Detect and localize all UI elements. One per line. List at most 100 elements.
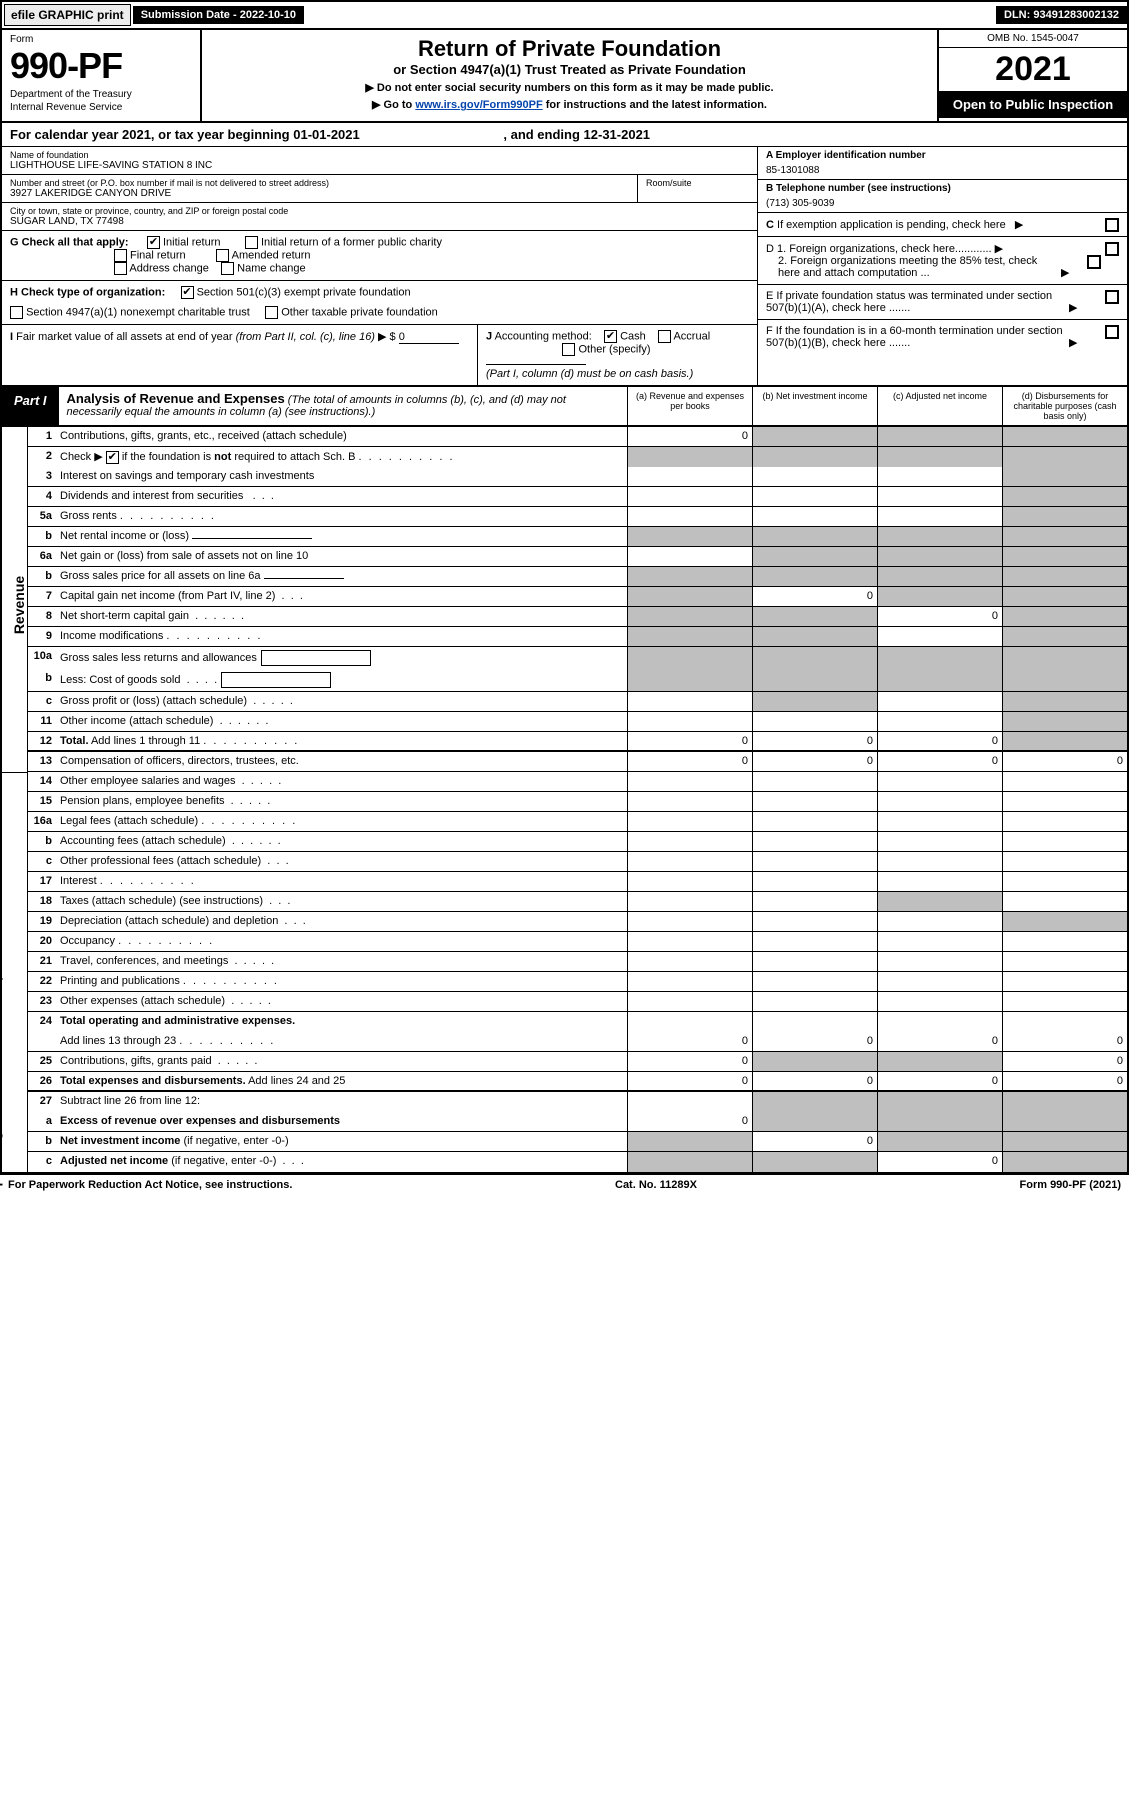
- form-number: 990-PF: [10, 45, 192, 87]
- row-3: 3Interest on savings and temporary cash …: [28, 467, 1127, 487]
- checkbox-amended-return[interactable]: [216, 249, 229, 262]
- f-text: F If the foundation is in a 60-month ter…: [766, 325, 1066, 349]
- row-27: 27Subtract line 26 from line 12:: [28, 1092, 1127, 1112]
- form-label: Form: [10, 34, 192, 45]
- expenses-label: Operating and Administrative Expenses: [0, 933, 2, 1198]
- r12-c: 0: [877, 732, 1002, 750]
- addr-label: Number and street (or P.O. box number if…: [10, 178, 629, 188]
- row-9: 9Income modifications: [28, 627, 1127, 647]
- part-i-badge: Part I: [2, 387, 59, 425]
- checkbox-cash[interactable]: [604, 330, 617, 343]
- checkbox-c[interactable]: [1105, 218, 1119, 232]
- checkbox-e[interactable]: [1105, 290, 1119, 304]
- h-other: Other taxable private foundation: [281, 306, 438, 318]
- r13-c: 0: [877, 752, 1002, 771]
- r5a-desc: Gross rents: [58, 507, 627, 526]
- r13-d: 0: [1002, 752, 1127, 771]
- g-label: G Check all that apply:: [10, 236, 129, 248]
- checkbox-initial-former[interactable]: [245, 236, 258, 249]
- j-accrual: Accrual: [673, 330, 710, 342]
- city-value: SUGAR LAND, TX 77498: [10, 216, 749, 227]
- row-16c: cOther professional fees (attach schedul…: [28, 852, 1127, 872]
- info-left: Name of foundation LIGHTHOUSE LIFE-SAVIN…: [2, 147, 757, 385]
- r12-b: 0: [752, 732, 877, 750]
- ein-cell: A Employer identification number 85-1301…: [758, 147, 1127, 180]
- checkbox-sch-b[interactable]: [106, 451, 119, 464]
- header-title-block: Return of Private Foundation or Section …: [202, 30, 937, 121]
- top-bar: efile GRAPHIC print Submission Date - 20…: [0, 0, 1129, 30]
- r22-desc: Printing and publications: [58, 972, 627, 991]
- row-13: 13Compensation of officers, directors, t…: [28, 752, 1127, 772]
- calyear-pre: For calendar year 2021, or tax year begi…: [10, 127, 293, 142]
- r24-desc1: Total operating and administrative expen…: [58, 1012, 627, 1032]
- r16c-desc: Other professional fees (attach schedule…: [58, 852, 627, 871]
- form-header: Form 990-PF Department of the Treasury I…: [0, 30, 1129, 123]
- dln-label: DLN:: [1004, 9, 1033, 21]
- checkbox-d2[interactable]: [1087, 255, 1101, 269]
- r26-desc: Total expenses and disbursements. Add li…: [58, 1072, 627, 1090]
- r8-desc: Net short-term capital gain . . . . . .: [58, 607, 627, 626]
- d2-text: 2. Foreign organizations meeting the 85%…: [778, 255, 1058, 279]
- row-4: 4Dividends and interest from securities …: [28, 487, 1127, 507]
- r3-desc: Interest on savings and temporary cash i…: [58, 467, 627, 486]
- revenue-label: Revenue: [11, 576, 27, 634]
- omb-number: OMB No. 1545-0047: [939, 30, 1127, 48]
- row-26: 26Total expenses and disbursements. Add …: [28, 1072, 1127, 1092]
- r9-desc: Income modifications: [58, 627, 627, 646]
- r25-d: 0: [1002, 1052, 1127, 1071]
- part-i-title-block: Analysis of Revenue and Expenses (The to…: [59, 387, 627, 425]
- r21-desc: Travel, conferences, and meetings . . . …: [58, 952, 627, 971]
- ssn-warning: ▶ Do not enter social security numbers o…: [208, 81, 931, 94]
- checkbox-other-method[interactable]: [562, 343, 575, 356]
- r24-desc2: Add lines 13 through 23: [58, 1032, 627, 1051]
- street-address: 3927 LAKERIDGE CANYON DRIVE: [10, 188, 629, 199]
- checkbox-f[interactable]: [1105, 325, 1119, 339]
- r27a-a: 0: [627, 1112, 752, 1131]
- row-25: 25Contributions, gifts, grants paid . . …: [28, 1052, 1127, 1072]
- section-g: G Check all that apply: Initial return I…: [2, 231, 757, 281]
- f-cell: F If the foundation is in a 60-month ter…: [758, 320, 1127, 354]
- phone-cell: B Telephone number (see instructions) (7…: [758, 180, 1127, 213]
- row-20: 20Occupancy: [28, 932, 1127, 952]
- fmv-value: 0: [399, 331, 459, 344]
- r19-desc: Depreciation (attach schedule) and deple…: [58, 912, 627, 931]
- b-label: B Telephone number (see instructions): [766, 183, 951, 194]
- e-text: E If private foundation status was termi…: [766, 290, 1066, 314]
- d-cell: D 1. Foreign organizations, check here..…: [758, 237, 1127, 285]
- row-16b: bAccounting fees (attach schedule) . . .…: [28, 832, 1127, 852]
- calendar-year-line: For calendar year 2021, or tax year begi…: [0, 123, 1129, 147]
- side-labels: Revenue Operating and Administrative Exp…: [2, 427, 28, 1172]
- instructions-link[interactable]: www.irs.gov/Form990PF: [415, 99, 542, 111]
- r24-c: 0: [877, 1032, 1002, 1051]
- checkbox-other-taxable[interactable]: [265, 306, 278, 319]
- checkbox-501c3[interactable]: [181, 286, 194, 299]
- h-label: H Check type of organization:: [10, 286, 165, 298]
- r13-a: 0: [627, 752, 752, 771]
- dln-value: 93491283002132: [1033, 9, 1119, 21]
- foundation-name: LIGHTHOUSE LIFE-SAVING STATION 8 INC: [10, 160, 749, 171]
- row-1: 1Contributions, gifts, grants, etc., rec…: [28, 427, 1127, 447]
- dept-treasury: Department of the Treasury: [10, 89, 192, 100]
- r10b-desc: Less: Cost of goods sold . . . .: [58, 669, 627, 691]
- instructions-link-line: ▶ Go to www.irs.gov/Form990PF for instru…: [208, 98, 931, 111]
- r27a-desc: Excess of revenue over expenses and disb…: [58, 1112, 627, 1131]
- r12-a: 0: [627, 732, 752, 750]
- row-19: 19Depreciation (attach schedule) and dep…: [28, 912, 1127, 932]
- open-to-public: Open to Public Inspection: [939, 91, 1127, 118]
- subdate-prefix: Submission Date -: [141, 9, 240, 21]
- ein-value: 85-1301088: [766, 165, 819, 176]
- subdate-value: 2022-10-10: [240, 9, 296, 21]
- note2-pre: ▶ Go to: [372, 99, 415, 111]
- checkbox-initial-return[interactable]: [147, 236, 160, 249]
- checkbox-accrual[interactable]: [658, 330, 671, 343]
- checkbox-d1[interactable]: [1105, 242, 1119, 256]
- r11-desc: Other income (attach schedule) . . . . .…: [58, 712, 627, 731]
- checkbox-4947a1[interactable]: [10, 306, 23, 319]
- row-27c: cAdjusted net income (if negative, enter…: [28, 1152, 1127, 1172]
- efile-print-button[interactable]: efile GRAPHIC print: [4, 4, 131, 26]
- checkbox-final-return[interactable]: [114, 249, 127, 262]
- header-left: Form 990-PF Department of the Treasury I…: [2, 30, 202, 121]
- checkbox-name-change[interactable]: [221, 262, 234, 275]
- page-footer: For Paperwork Reduction Act Notice, see …: [0, 1174, 1129, 1195]
- checkbox-address-change[interactable]: [114, 262, 127, 275]
